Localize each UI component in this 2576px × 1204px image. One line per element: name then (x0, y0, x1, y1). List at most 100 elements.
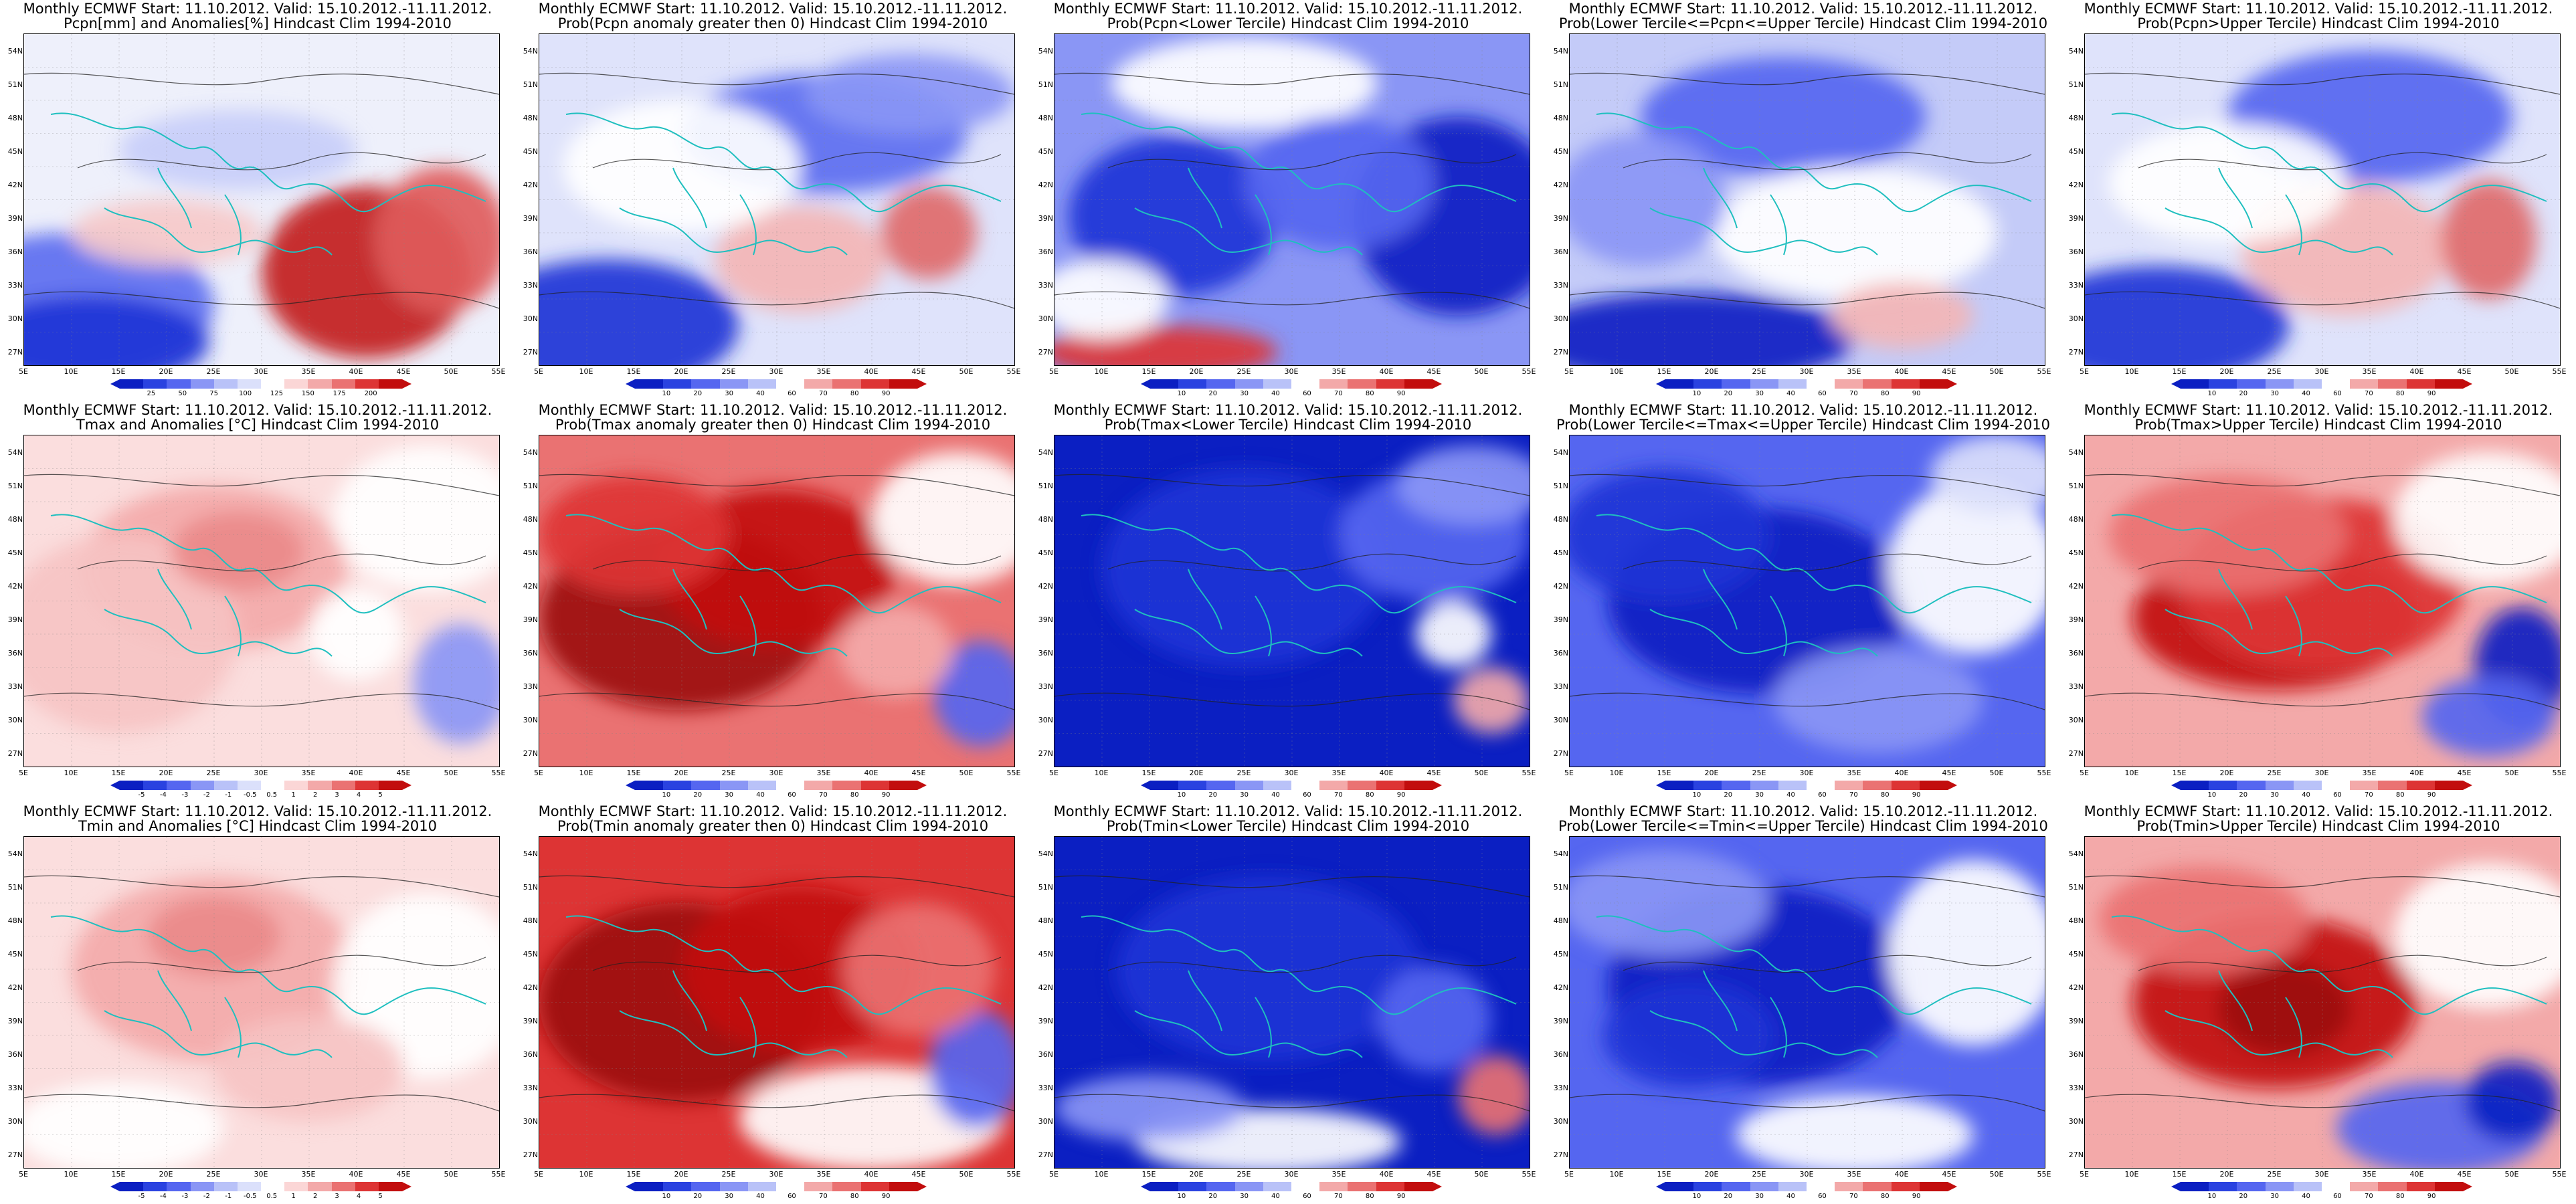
colorbar-arrow-left (626, 781, 635, 790)
shaded-region (24, 296, 209, 365)
latitude-label: 33N (2068, 281, 2084, 290)
colorbar-swatch (1178, 781, 1207, 790)
longitude-label: 20E (1189, 769, 1204, 777)
colorbar-tick-label: -5 (138, 1193, 145, 1200)
colorbar-swatch (1178, 379, 1207, 389)
latitude-label: 51N (1553, 883, 1568, 892)
panel-title-line2: Prob(Tmax anomaly greater then 0) Hindca… (555, 417, 991, 433)
latitude-label: 33N (1553, 1084, 1568, 1092)
colorbar-swatch (284, 379, 308, 389)
panel-title-line2: Prob(Tmax<Lower Tercile) Hindcast Clim 1… (1104, 417, 1472, 433)
colorbar-swatch (190, 379, 214, 389)
longitude-label: 20E (159, 367, 173, 376)
forecast-map (2084, 435, 2561, 767)
longitude-label: 35E (816, 769, 831, 777)
latitude-label: 33N (523, 682, 538, 691)
forecast-map (1569, 435, 2045, 767)
longitude-label: 40E (1379, 367, 1394, 376)
longitude-label: 35E (816, 367, 831, 376)
colorbar-swatch (1263, 379, 1292, 389)
colorbar-swatch (719, 379, 748, 389)
colorbar-swatch (167, 379, 191, 389)
latitude-label: 39N (1038, 1017, 1053, 1025)
colorbar-swatch (1178, 1182, 1207, 1191)
shaded-region (1888, 860, 2045, 1045)
longitude-label: 35E (301, 769, 316, 777)
longitude-label: 25E (1236, 1170, 1251, 1179)
latitude-label: 45N (1038, 548, 1053, 557)
coastline-path (565, 514, 1002, 657)
contour-lines (539, 474, 1014, 710)
latitude-label: 51N (523, 883, 538, 892)
colorbar-swatch (1150, 379, 1179, 389)
colorbar-tick-label: 30 (1240, 390, 1249, 397)
colorbar-tick-label: 60 (1303, 390, 1311, 397)
latitude-label: 39N (1553, 615, 1568, 624)
colorbar-swatch (143, 379, 167, 389)
longitude-label: 40E (1894, 1170, 1909, 1179)
colorbar-swatch (1750, 379, 1778, 389)
colorbar-tick-label: 40 (756, 791, 765, 799)
shaded-region (1054, 1075, 1245, 1142)
latitude-label: 36N (1553, 1050, 1568, 1059)
colorbar-tick-label: -5 (138, 791, 145, 799)
longitude-label: 45E (2457, 367, 2472, 376)
map-panel: Monthly ECMWF Start: 11.10.2012. Valid: … (515, 401, 1030, 803)
colorbar-swatch (1693, 1182, 1722, 1191)
map-canvas (539, 34, 1014, 365)
colorbar-swatch (2209, 781, 2237, 790)
longitude-label: 45E (396, 769, 411, 777)
colorbar-ticks: 25 50 75 100 125 150 175 200 (110, 390, 411, 399)
latitude-label: 48N (1038, 916, 1053, 925)
latitude-label: 45N (523, 548, 538, 557)
panel-title-line2: Prob(Pcpn>Upper Tercile) Hindcast Clim 1… (2137, 15, 2500, 31)
map-canvas (1570, 837, 2045, 1168)
latitude-label: 48N (523, 515, 538, 524)
latitude-label: 36N (523, 1050, 538, 1059)
contour-lines (1570, 875, 2045, 1112)
map-panel: Monthly ECMWF Start: 11.10.2012. Valid: … (515, 0, 1030, 401)
colorbar-tick-label: 10 (1177, 390, 1186, 397)
colorbar-tick-label: 60 (1303, 1193, 1311, 1200)
longitude-label: 15E (2172, 367, 2187, 376)
latitude-label: 42N (7, 181, 23, 189)
colorbar-swatch (747, 1182, 777, 1191)
longitude-label: 55E (1006, 367, 1021, 376)
colorbar (110, 781, 412, 790)
latitude-label: 45N (1038, 147, 1053, 156)
latitude-label: 33N (523, 1084, 538, 1092)
colorbar-swatch (237, 781, 262, 790)
colorbar-tick-label: -0.5 (244, 1193, 257, 1200)
latitude-label: 54N (1038, 448, 1053, 457)
map-panel: Monthly ECMWF Start: 11.10.2012. Valid: … (1546, 401, 2061, 803)
colorbar-swatch (860, 379, 889, 389)
colorbar-swatch (1404, 781, 1433, 790)
longitude-label: 10E (64, 769, 78, 777)
colorbar (1656, 1182, 1958, 1191)
colorbar-arrow-right (1948, 781, 1958, 790)
latitude-label: 48N (1038, 114, 1053, 122)
longitude-label: 55E (1006, 1170, 1021, 1179)
colorbar-swatch (1863, 781, 1892, 790)
longitude-label: 30E (1799, 769, 1814, 777)
latitude-label: 45N (2068, 147, 2084, 156)
colorbar-swatch (776, 781, 805, 790)
latitude-label: 54N (7, 448, 23, 457)
colorbar-swatch (1206, 379, 1235, 389)
longitude-label: 5E (534, 367, 543, 376)
forecast-map (23, 836, 500, 1169)
colorbar (110, 379, 412, 389)
colorbar-tick-label: 10 (2207, 1193, 2217, 1200)
latitude-label: 48N (1553, 114, 1568, 122)
latitude-label: 51N (1553, 80, 1568, 89)
colorbar-swatch (237, 1182, 262, 1191)
colorbar-tick-label: 70 (818, 791, 828, 799)
colorbar-swatch (213, 379, 238, 389)
colorbar-tick-label: 90 (1396, 791, 1406, 799)
latitude-label: 30N (2068, 716, 2084, 724)
colorbar-swatch (1778, 781, 1807, 790)
colorbar-tick-label: 10 (2207, 791, 2217, 799)
colorbar-tick-label: 60 (1818, 1193, 1827, 1200)
latitude-label: 30N (523, 314, 538, 323)
longitude-label: 50E (1989, 367, 2004, 376)
